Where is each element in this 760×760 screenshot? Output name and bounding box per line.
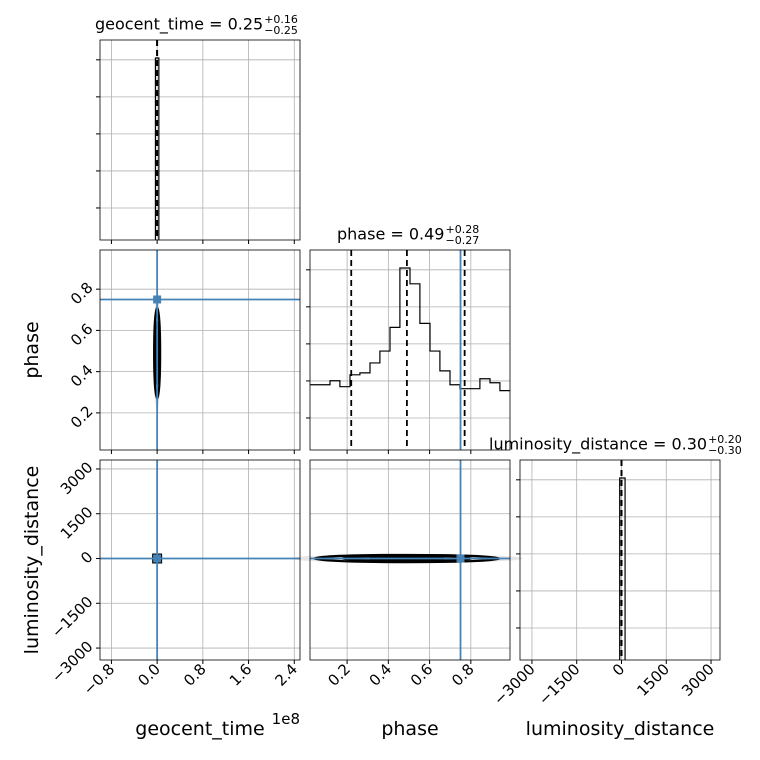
x-tick-label-phase: 0.2 (324, 660, 354, 690)
contour-luminosity_distance-vs-geocent_time (100, 460, 300, 660)
panel-phase-vs-geocent_time (100, 250, 300, 450)
title-phase-param: phase (337, 224, 386, 244)
panel-frame (99, 39, 301, 241)
panel-bg (100, 250, 300, 450)
title-phase-plus: +0.28 (445, 223, 480, 236)
panel-geocent_time-vs-geocent_time (100, 40, 300, 240)
x-axis-label-luminosity_distance: luminosity_distance (526, 718, 715, 740)
x-tick-label-geocent_time: 1.6 (226, 660, 256, 690)
panel-bg (100, 460, 300, 660)
x-tick-label-geocent_time: 2.4 (272, 660, 302, 690)
title-phase: phase = 0.49 +0.28 −0.27 (337, 223, 480, 247)
title-phase-median: 0.49 (408, 224, 445, 244)
title-luminosity-distance-minus: −0.30 (708, 444, 742, 457)
title-luminosity-distance-plus: +0.20 (708, 433, 742, 446)
injection-marker (153, 554, 162, 563)
y-tick-label-luminosity_distance: 3000 (57, 458, 97, 498)
x-offset-text: 1e8 (272, 710, 300, 728)
x-tick-label-luminosity_distance: −3000 (490, 660, 539, 709)
title-geocent-time-minus: −0.25 (264, 24, 298, 37)
x-axis-label-phase: phase (381, 718, 438, 740)
x-axis-label-geocent_time: geocent_time (135, 718, 264, 740)
y-tick-label-phase: 0.6 (67, 320, 97, 350)
title-luminosity-distance: luminosity_distance = 0.30 +0.20 −0.30 (489, 433, 742, 457)
panel-frame (309, 249, 511, 451)
panel-frame (99, 459, 301, 661)
y-tick-label-luminosity_distance: 0 (77, 548, 96, 567)
injection-marker (153, 295, 162, 304)
histogram-geocent_time (154, 57, 160, 240)
title-geocent-time-median: 0.25 (227, 14, 264, 34)
x-tick-label-geocent_time: 0.0 (134, 660, 164, 690)
contour-luminosity_distance-vs-phase (290, 460, 523, 660)
x-tick-label-geocent_time: −0.8 (80, 660, 118, 698)
y-tick-label-luminosity_distance: −1500 (48, 593, 97, 642)
title-phase-minus: −0.27 (445, 234, 480, 247)
contour-phase-vs-geocent_time (100, 250, 300, 450)
title-luminosity-distance-median: 0.30 (671, 434, 708, 454)
title-geocent-time-param: geocent_time (95, 14, 204, 34)
panel-frame (309, 459, 511, 661)
x-tick-label-geocent_time: 0.8 (180, 660, 210, 690)
title-geocent-time: geocent_time = 0.25 +0.16 −0.25 (95, 13, 298, 37)
y-tick-label-phase: 0.4 (67, 361, 97, 391)
x-tick-label-phase: 0.6 (407, 660, 437, 690)
panel-frame (519, 459, 721, 661)
y-axis-label-luminosity_distance: luminosity_distance (21, 466, 43, 655)
histogram-phase (310, 267, 510, 392)
panel-frame (99, 249, 301, 451)
x-tick-label-luminosity_distance: −1500 (535, 660, 584, 709)
histogram-luminosity_distance (619, 477, 626, 660)
y-axis-label-phase: phase (21, 321, 43, 378)
panel-luminosity_distance-vs-geocent_time (100, 460, 300, 660)
y-tick-label-phase: 0.8 (67, 279, 97, 309)
y-tick-label-phase: 0.2 (67, 402, 97, 432)
x-tick-label-phase: 0.4 (366, 660, 396, 690)
injection-marker (456, 554, 465, 563)
y-tick-label-luminosity_distance: 1500 (57, 503, 97, 543)
title-geocent-time-plus: +0.16 (264, 13, 298, 26)
x-tick-label-luminosity_distance: 0 (609, 660, 628, 679)
x-tick-label-phase: 0.8 (448, 660, 478, 690)
title-luminosity-distance-param: luminosity_distance (489, 434, 648, 454)
x-tick-label-luminosity_distance: 3000 (678, 660, 718, 700)
panel-bg (100, 40, 300, 240)
x-tick-label-luminosity_distance: 1500 (633, 660, 673, 700)
